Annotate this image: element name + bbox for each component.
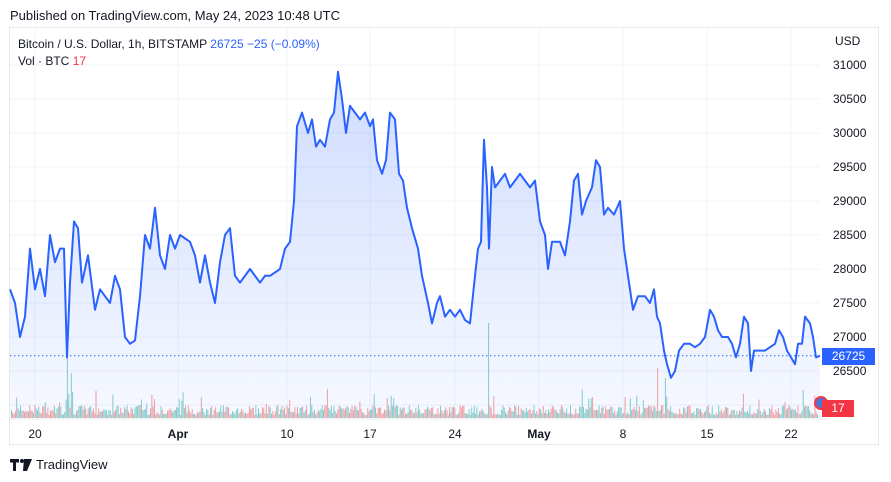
- price-tick: 30000: [833, 126, 867, 140]
- currency-label: USD: [835, 34, 861, 48]
- tradingview-logo[interactable]: TradingView: [10, 457, 108, 472]
- price-tick: 28500: [833, 228, 867, 242]
- volume-row: Vol · BTC 17: [18, 53, 320, 70]
- time-tick: 20: [28, 427, 42, 441]
- symbol-row: Bitcoin / U.S. Dollar, 1h, BITSTAMP 2672…: [18, 36, 320, 53]
- price-tick: 26500: [833, 364, 867, 378]
- time-tick: 15: [700, 427, 714, 441]
- price-tick: 29500: [833, 160, 867, 174]
- published-caption: Published on TradingView.com, May 24, 20…: [10, 8, 341, 23]
- time-tick: 22: [784, 427, 798, 441]
- price-tick: 31000: [833, 58, 867, 72]
- time-tick: 10: [280, 427, 294, 441]
- volume-label: Vol · BTC: [18, 54, 70, 68]
- price-tick: 28000: [833, 262, 867, 276]
- time-tick: 8: [619, 427, 627, 441]
- chart-frame: [9, 27, 879, 445]
- chart-legend: Bitcoin / U.S. Dollar, 1h, BITSTAMP 2672…: [18, 36, 320, 70]
- time-tick: May: [527, 427, 551, 441]
- price-tick: 30500: [833, 92, 867, 106]
- time-tick: 17: [363, 427, 377, 441]
- last-price-badge: 26725: [822, 348, 875, 365]
- price-line: [9, 70, 821, 379]
- price-area-fill: [10, 71, 820, 419]
- price-tick: 27500: [833, 296, 867, 310]
- volume-value: 17: [72, 54, 87, 68]
- last-price: 26725: [210, 37, 244, 51]
- time-tick: 24: [448, 427, 462, 441]
- price-tick: 29000: [833, 194, 867, 208]
- tradingview-logo-icon: [10, 458, 32, 471]
- time-tick: Apr: [167, 427, 189, 441]
- price-change: −25 (−0.09%): [247, 37, 320, 51]
- symbol-title: Bitcoin / U.S. Dollar, 1h, BITSTAMP: [18, 37, 207, 51]
- volume-badge: 17: [822, 400, 854, 417]
- price-tick: 27000: [833, 330, 867, 344]
- brand-name: TradingView: [36, 457, 108, 472]
